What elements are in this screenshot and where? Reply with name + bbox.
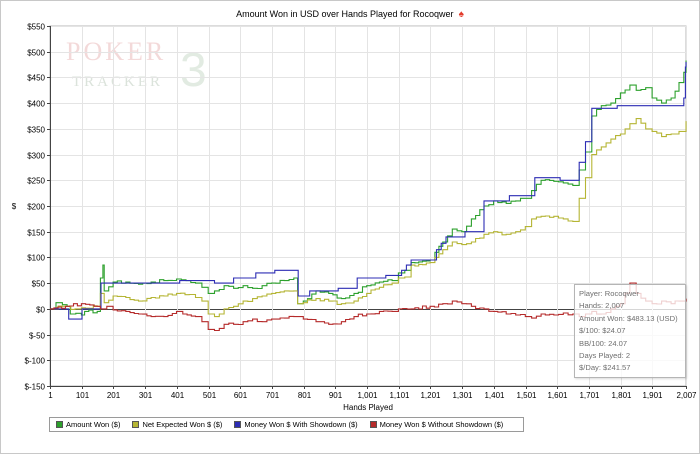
legend-item-with-showdown[interactable]: Money Won $ With Showdown ($) [234, 420, 358, 429]
tooltip-per-100: $/100: $24.07 [579, 326, 626, 336]
poker-chip-icon: ♠ [458, 9, 464, 20]
y-tick-label: $50 [32, 280, 46, 289]
tooltip-player: Player: Rocoqwer [579, 289, 639, 298]
chart-title: Amount Won in USD over Hands Played for … [236, 9, 454, 19]
legend-swatch [369, 421, 377, 428]
x-tick-label: 101 [76, 391, 90, 400]
watermark-tracker: TRACKER [72, 74, 163, 90]
y-tick-label: $200 [27, 203, 45, 212]
legend-swatch [234, 421, 242, 428]
series-line-3 [50, 62, 687, 320]
y-tick-label: $-100 [25, 357, 46, 366]
pokertracker-watermark: POKER TRACKER 3 [66, 37, 207, 97]
x-tick-label: 2,007 [676, 391, 697, 400]
player-stats-tooltip: Player: Rocoqwer Hands: 2,007 Amount Won… [574, 284, 686, 378]
x-tick-label: 701 [266, 391, 280, 400]
watermark-poker: POKER [66, 37, 166, 66]
x-tick-label: 501 [203, 391, 217, 400]
x-tick-label: 1,501 [516, 391, 537, 400]
series-line-2 [50, 118, 687, 318]
legend-label: Money Won $ With Showdown ($) [244, 420, 358, 429]
x-tick-label: 401 [171, 391, 185, 400]
series-group [50, 60, 687, 332]
x-tick-label: 601 [234, 391, 248, 400]
legend-item-net-expected[interactable]: Net Expected Won $ ($) [132, 420, 222, 429]
x-tick-label: 1,401 [484, 391, 505, 400]
tooltip-bb-100: BB/100: 24.07 [579, 338, 628, 348]
x-tick-label: 1,301 [452, 391, 473, 400]
legend-label: Amount Won ($) [66, 420, 121, 429]
x-tick-label: 1,201 [420, 391, 441, 400]
y-tick-label: $400 [27, 100, 45, 109]
y-tick-label: $-150 [25, 383, 46, 392]
axes: $-150 $-100 $-50 $0 $50 $100 $150 $200 $250 $300 $… [25, 23, 698, 401]
y-tick-label: $550 [27, 23, 45, 32]
y-tick-label: $450 [27, 74, 45, 83]
y-axis-label: $ [12, 202, 17, 211]
y-tick-label: $-50 [29, 332, 46, 341]
x-tick-label: 801 [298, 391, 312, 400]
y-tick-label: $100 [27, 254, 45, 263]
legend-swatch [56, 421, 63, 428]
legend-label: Net Expected Won $ ($) [142, 420, 223, 429]
x-tick-label: 1,001 [357, 391, 378, 400]
y-tick-label: $350 [27, 126, 45, 135]
legend-item-without-showdown[interactable]: Money Won $ Without Showdown ($) [369, 420, 504, 429]
x-tick-label: 1,601 [547, 391, 568, 400]
y-tick-label: $250 [27, 177, 45, 186]
x-tick-label: 1,901 [642, 391, 663, 400]
legend-item-amount-won[interactable]: Amount Won ($) [56, 420, 120, 429]
chart-legend: Amount Won ($) Net Expected Won $ ($) Mo… [49, 417, 524, 432]
tooltip-days-played: Days Played: 2 [579, 350, 631, 360]
series-line-4 [50, 282, 687, 332]
y-tick-label: $500 [27, 49, 45, 58]
x-tick-label: 1,701 [579, 391, 600, 400]
x-tick-label: 901 [329, 391, 343, 400]
y-tick-label: $150 [27, 229, 45, 238]
watermark-version: 3 [180, 44, 207, 97]
x-tick-label: 301 [139, 391, 153, 400]
y-tick-label: $0 [36, 306, 45, 315]
x-tick-label: 201 [107, 391, 121, 400]
x-axis-label: Hands Played [343, 403, 393, 412]
tooltip-per-day: $/Day: $241.57 [579, 363, 631, 373]
x-tick-label: 1,101 [389, 391, 410, 400]
tooltip-amount-won: Amount Won: $483.13 (USD) [579, 313, 678, 323]
y-tick-label: $300 [27, 152, 45, 161]
legend-swatch [132, 421, 140, 428]
tooltip-hands: Hands: 2,007 [579, 301, 625, 311]
x-tick-label: 1 [48, 391, 53, 400]
chart-title-container: Amount Won in USD over Hands Played for … [0, 9, 700, 20]
x-tick-label: 1,801 [611, 391, 632, 400]
legend-label: Money Won $ Without Showdown ($) [379, 420, 504, 429]
